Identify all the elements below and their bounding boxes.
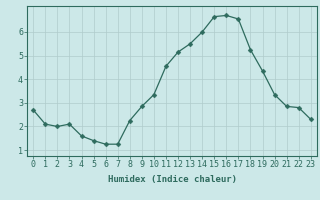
X-axis label: Humidex (Indice chaleur): Humidex (Indice chaleur) (108, 175, 236, 184)
